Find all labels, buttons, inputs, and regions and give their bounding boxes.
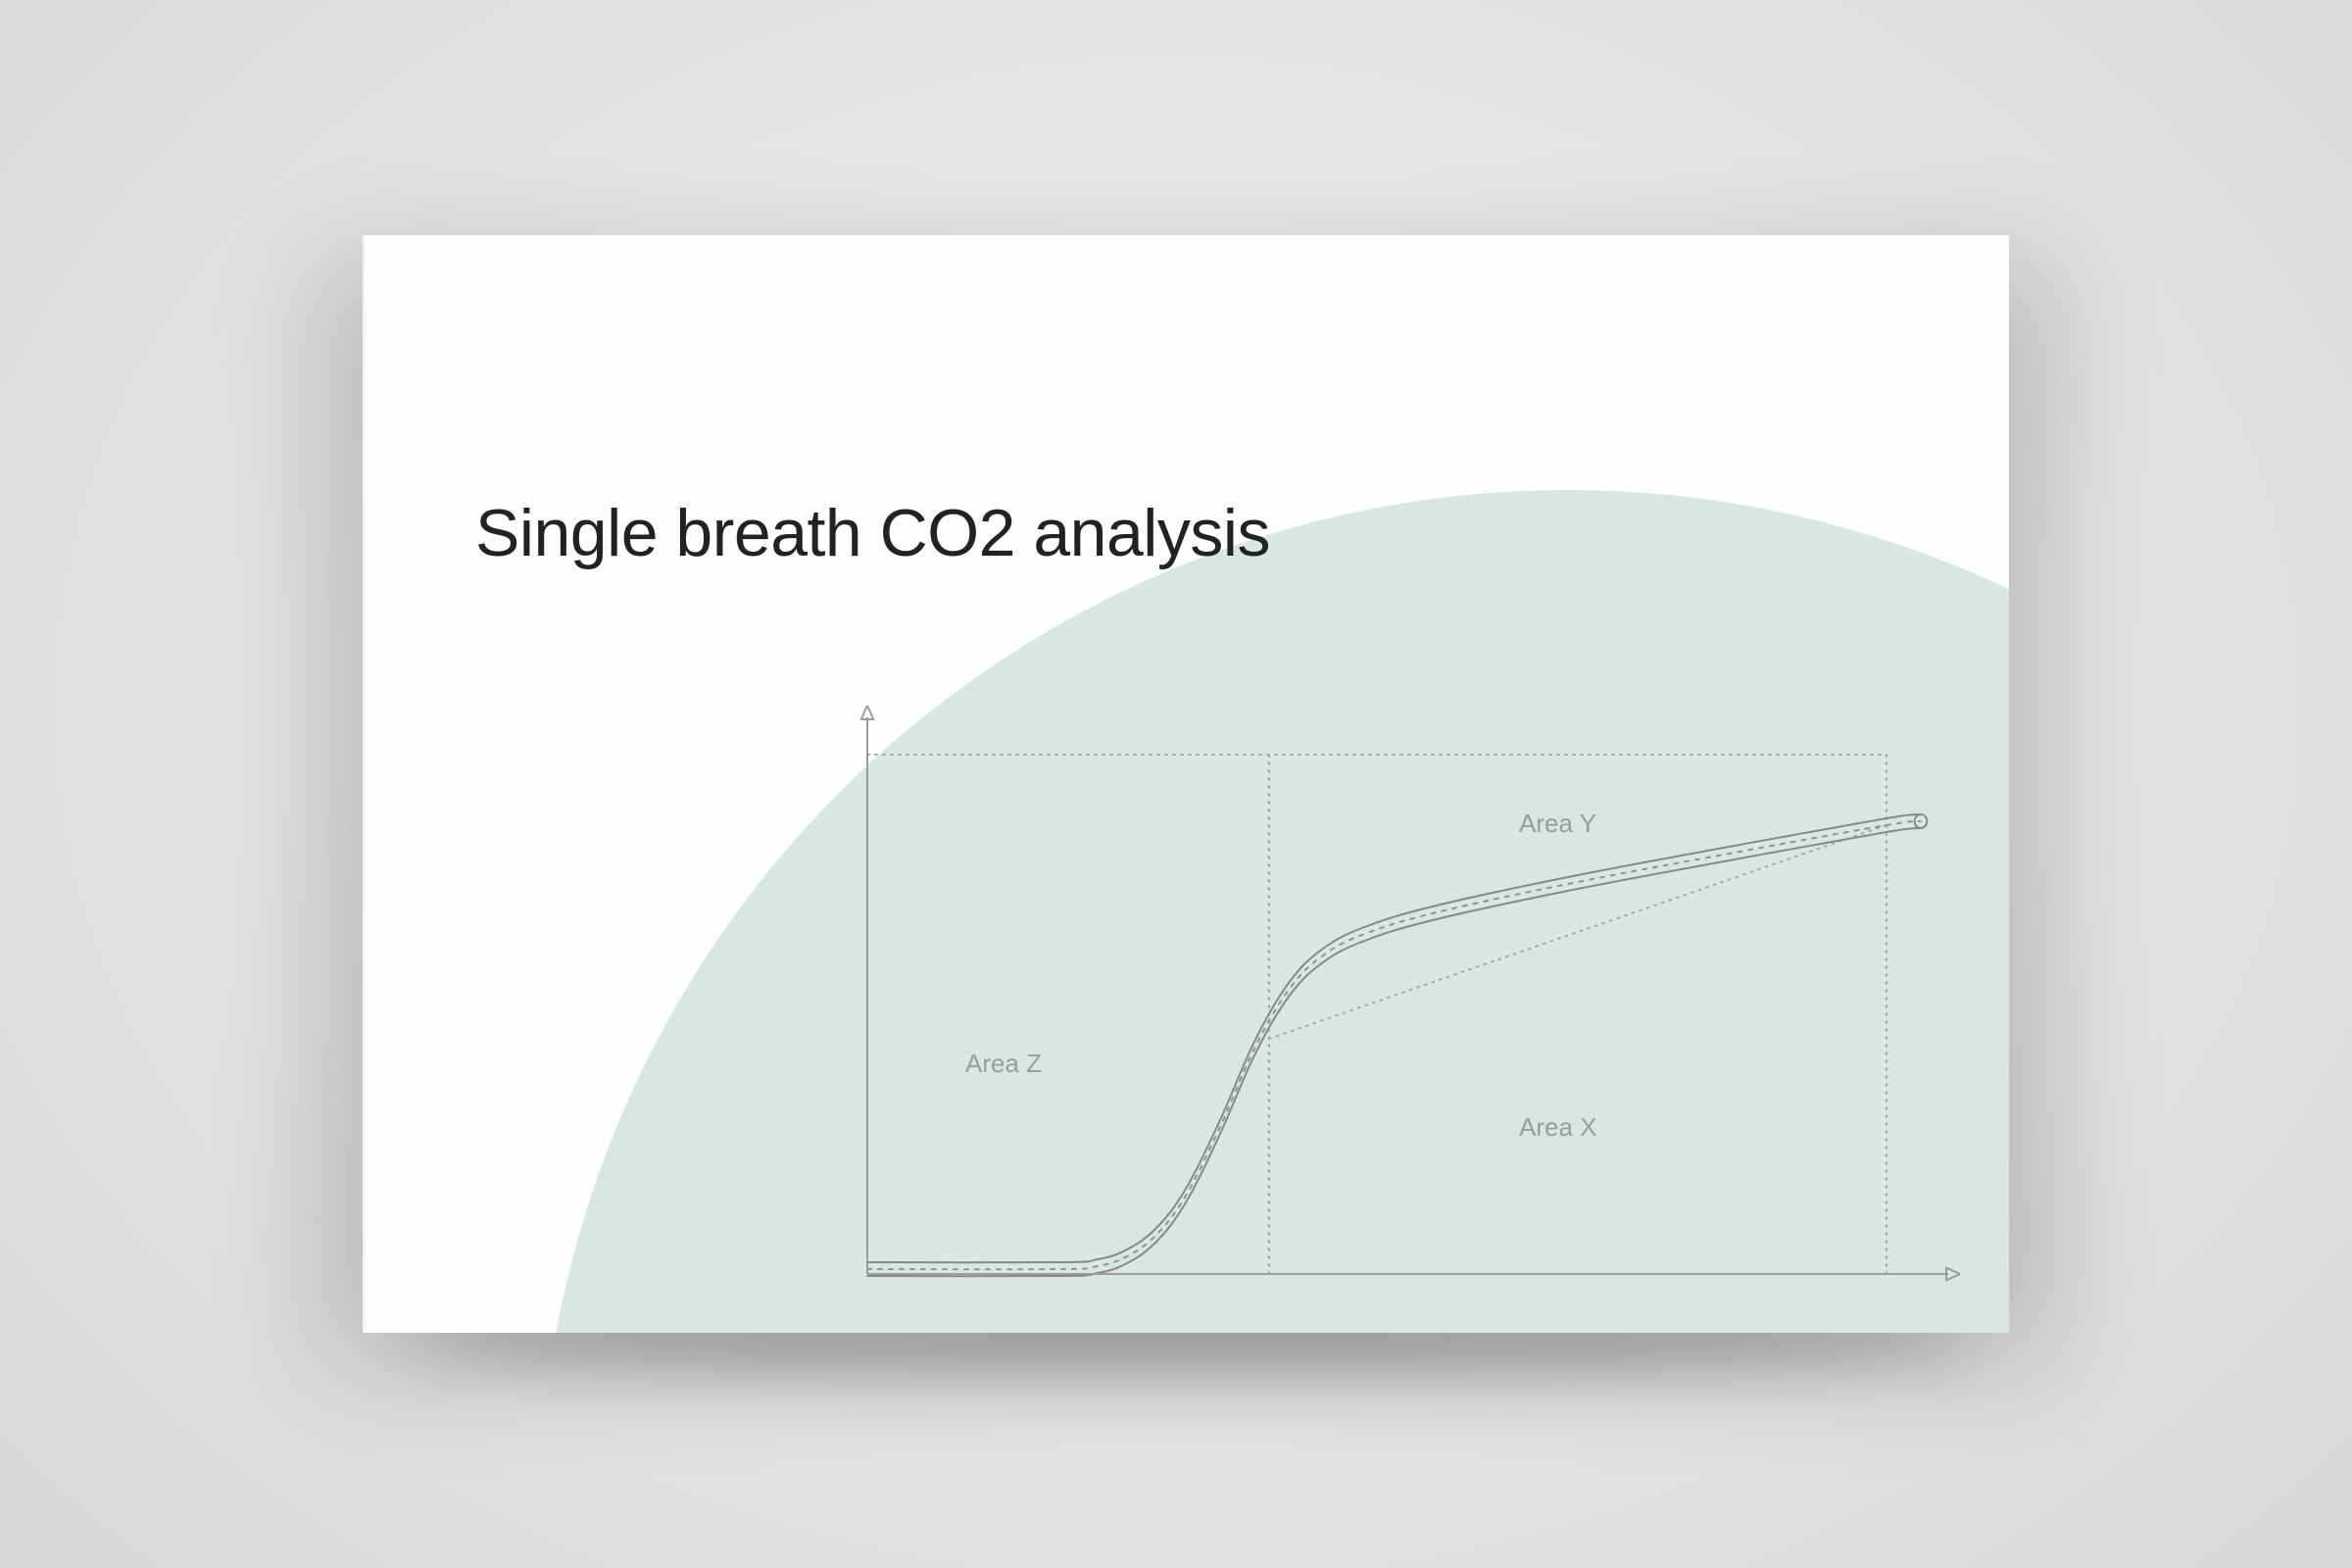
area-z-label: Area Z bbox=[965, 1049, 1042, 1079]
slide-card: Single breath CO2 analysis Area Z Area Y… bbox=[363, 235, 2009, 1333]
capnogram-chart: Area Z Area Y Area X bbox=[833, 706, 1960, 1303]
area-x-label: Area X bbox=[1519, 1112, 1597, 1143]
card-highlight-left bbox=[363, 235, 367, 1333]
slide-title: Single breath CO2 analysis bbox=[475, 495, 1270, 571]
area-y-label: Area Y bbox=[1519, 808, 1596, 839]
card-highlight-top bbox=[363, 235, 2009, 239]
